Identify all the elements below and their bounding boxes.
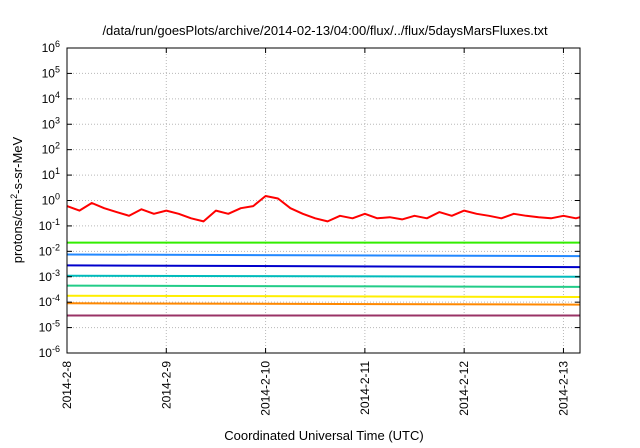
- series-line-6: [66, 284, 581, 288]
- y-tick-label: 106: [42, 39, 60, 55]
- y-tick-label: 10-3: [39, 268, 60, 284]
- series-line-7: [66, 294, 581, 298]
- x-axis: 2014-2-8 2014-2-9 2014-2-10 2014-2-11 2014-2…: [60, 48, 570, 416]
- series-layer: [66, 195, 581, 317]
- x-tick-label: 2014-2-13: [556, 361, 570, 416]
- x-axis-label: Coordinated Universal Time (UTC): [224, 428, 423, 443]
- y-axis-label-base: protons/cm: [10, 199, 25, 263]
- y-tick-label: 10-1: [39, 217, 60, 233]
- y-tick-label: 10-2: [39, 242, 60, 258]
- y-axis: 10-6 10-5 10-4 10-3 10-2 10-1 100 101 102 103 104 1…: [39, 39, 580, 360]
- y-axis-label-sup: 2: [9, 194, 19, 199]
- x-tick-label: 2014-2-10: [259, 361, 273, 416]
- series-line-1: [66, 195, 581, 223]
- chart-title: /data/run/goesPlots/archive/2014-02-13/0…: [102, 23, 548, 38]
- y-tick-label: 102: [42, 141, 60, 157]
- series-line-5: [66, 274, 581, 278]
- y-axis-label: protons/cm2-s-sr-MeV: [9, 136, 25, 263]
- y-tick-label: 105: [42, 64, 60, 80]
- y-tick-label: 101: [42, 166, 60, 182]
- x-tick-label: 2014-2-9: [159, 361, 173, 409]
- y-tick-label: 100: [42, 192, 60, 208]
- series-line-8: [66, 302, 581, 306]
- y-tick-label: 104: [42, 90, 60, 106]
- y-tick-label: 10-5: [39, 319, 60, 335]
- series-line-4: [66, 264, 581, 269]
- series-line-3: [66, 253, 581, 258]
- y-tick-label: 10-6: [39, 344, 60, 360]
- x-tick-label: 2014-2-12: [457, 361, 471, 416]
- y-tick-label: 10-4: [39, 293, 60, 309]
- x-tick-label: 2014-2-11: [358, 361, 372, 415]
- y-tick-label: 103: [42, 115, 60, 131]
- x-tick-label: 2014-2-8: [60, 361, 74, 409]
- y-axis-label-rest: -s-sr-MeV: [10, 136, 25, 193]
